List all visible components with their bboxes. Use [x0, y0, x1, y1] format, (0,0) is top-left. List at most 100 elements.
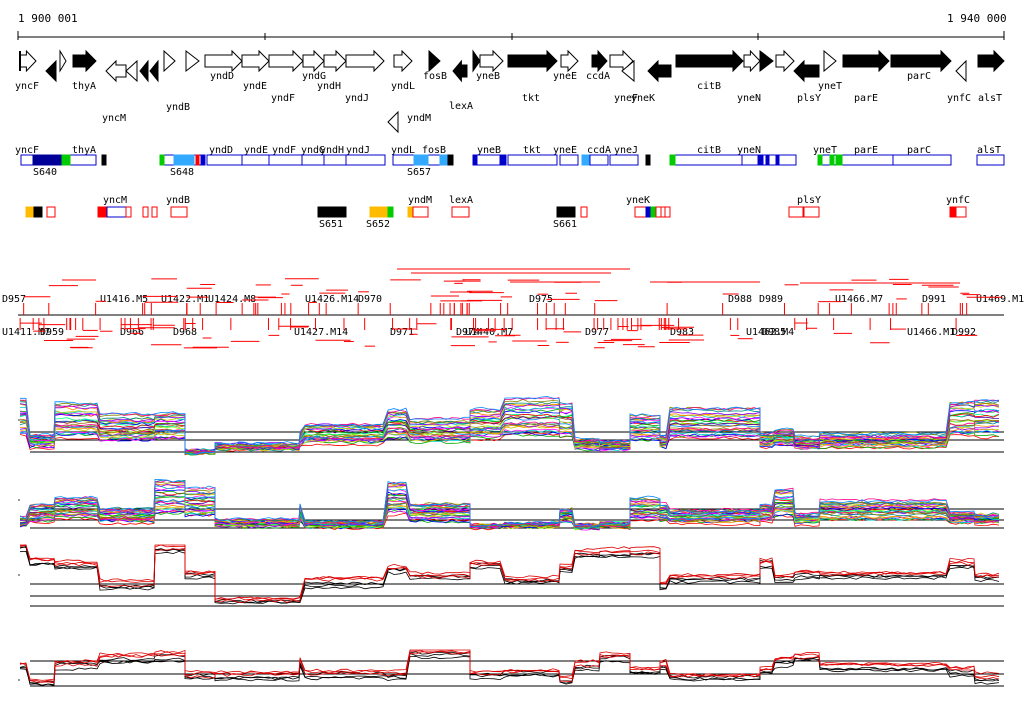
track2-id-label: S648: [170, 167, 194, 178]
promoter-label-bottom: D983: [670, 327, 694, 338]
track2-box: [101, 154, 107, 166]
track2-box: [32, 154, 63, 166]
promoter-label-top: D989: [759, 294, 783, 305]
track2-box: [669, 154, 676, 166]
gene-label: yncM: [102, 113, 126, 124]
track3-box: [788, 206, 804, 218]
track2-box: [159, 154, 165, 166]
track2-box: [439, 154, 449, 166]
promoter-label-bottom: D971: [390, 327, 414, 338]
track2-label: parC: [907, 145, 931, 156]
track2-label: yneT: [813, 145, 837, 156]
track3-box: [645, 206, 652, 218]
gene-label: yndJ: [345, 93, 369, 104]
track3-box: [369, 206, 389, 218]
gene-label: yndG: [302, 71, 326, 82]
promoter-label-bottom: D968: [173, 327, 197, 338]
track3-box: [803, 206, 820, 218]
promoter-label-top: D988: [728, 294, 752, 305]
gene-arrow-unnamed-7: [149, 59, 159, 83]
gene-arrow-yncM: [105, 59, 127, 83]
promoter-label-bottom: U1440.M7: [465, 327, 513, 338]
gene-arrow-parC: [890, 49, 952, 73]
gene-label: yneT: [818, 81, 842, 92]
track2-box: [507, 154, 558, 166]
track3-label: yncM: [103, 195, 127, 206]
track3-box: [634, 206, 647, 218]
track2-label: ccdA: [587, 145, 611, 156]
track3-box: [387, 206, 394, 218]
gene-arrow-unnamed-5: [125, 59, 138, 83]
expression-trace: [19, 546, 1000, 605]
track2-label: yndJ: [346, 145, 370, 156]
track2-box: [669, 154, 743, 166]
gene-arrow-unnamed-2: [59, 49, 67, 73]
track3-box: [451, 206, 470, 218]
coordinate-ruler: [17, 31, 1005, 40]
track2-box: [206, 154, 243, 166]
track3-box: [125, 206, 132, 218]
promoter-label-bottom: U1462.M4: [746, 327, 794, 338]
track2-box: [268, 154, 303, 166]
expression-trace: [19, 478, 1000, 528]
gene-label: yndL: [391, 81, 415, 92]
gene-arrow-yndH: [323, 49, 347, 73]
track2-label: yndL: [391, 145, 415, 156]
track2-box: [581, 154, 591, 166]
gene-label: yncF: [15, 81, 39, 92]
gene-label: parE: [854, 93, 878, 104]
expression-trace: [19, 650, 1000, 683]
promoter-label-bottom: D959: [40, 327, 64, 338]
gene-label: yndF: [271, 93, 295, 104]
transcription-panel-4: [18, 649, 1004, 687]
gene-label: tkt: [522, 93, 540, 104]
track2-box: [835, 154, 843, 166]
gene-label: yndD: [210, 71, 234, 82]
gene-label: lexA: [449, 101, 473, 112]
gene-label: plsY: [797, 93, 821, 104]
expression-trace: [19, 397, 1000, 453]
track2-box: [241, 154, 270, 166]
gene-arrow-unnamed-9: [185, 49, 200, 73]
promoter-label-bottom: D974: [456, 327, 480, 338]
track3-box: [664, 206, 671, 218]
gene-label: ccdA: [586, 71, 610, 82]
track3-box: [556, 206, 576, 218]
gene-arrow-fosB: [428, 49, 441, 73]
coord-end-label: 1 940 000: [947, 12, 1007, 25]
track2-box: [323, 154, 347, 166]
gene-arrow-thyA: [72, 49, 97, 73]
track3-label: plsY: [797, 195, 821, 206]
track2-label: parE: [854, 145, 878, 156]
track2-label: yndD: [209, 145, 233, 156]
track3-id-label: S661: [553, 219, 577, 230]
promoter-label-top: D975: [529, 294, 553, 305]
track3-id-label: S652: [366, 219, 390, 230]
expression-trace: [19, 479, 1000, 528]
track2-label: yneE: [553, 145, 577, 156]
track2-label: yndE: [244, 145, 268, 156]
gene-arrow-yndE: [241, 49, 270, 73]
track2-box: [559, 154, 579, 166]
track2-box: [817, 154, 894, 166]
track3-box: [650, 206, 657, 218]
gene-arrow-yndM: [387, 110, 399, 134]
track2-box: [645, 154, 651, 166]
gene-label: yneE: [553, 71, 577, 82]
gene-arrow-alsT: [977, 49, 1005, 73]
track3-box: [580, 206, 588, 218]
track2-box: [976, 154, 1005, 166]
track3-box: [97, 206, 108, 218]
gene-arrow-ynfC: [955, 59, 967, 83]
track2-label: yndG: [301, 145, 325, 156]
track3-box: [655, 206, 662, 218]
promoter-label-top: U1466.M7: [835, 294, 883, 305]
gene-label: yndB: [166, 102, 190, 113]
expression-trace: [19, 655, 1000, 686]
track2-box: [589, 154, 609, 166]
gene-arrow-unnamed-31: [775, 49, 795, 73]
track2-label: tkt: [523, 145, 541, 156]
track3-box: [25, 206, 35, 218]
